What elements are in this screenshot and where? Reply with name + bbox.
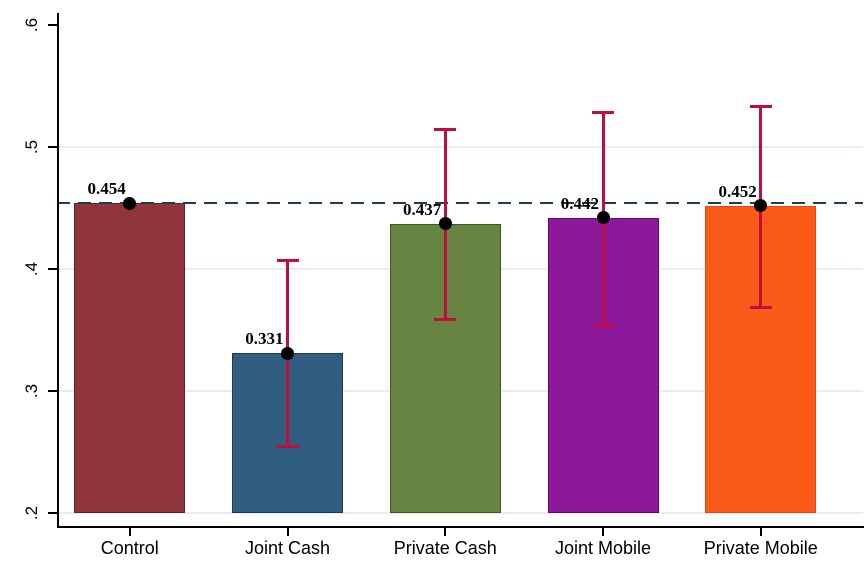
y-tick-0.3 xyxy=(48,390,57,392)
error-bar-private-cash-upper-cap xyxy=(434,127,457,131)
point-marker-private-cash xyxy=(438,217,452,231)
x-tick-label-joint-cash: Joint Cash xyxy=(244,538,331,558)
x-tick-label-control: Control xyxy=(100,538,159,558)
error-bar-joint-cash-upper-cap xyxy=(276,259,299,263)
y-tick-0.5 xyxy=(48,146,57,148)
bar-control xyxy=(74,203,186,513)
x-tick-joint-cash xyxy=(286,528,289,536)
value-label-joint-mobile: 0.442 xyxy=(560,193,599,213)
x-tick-label-private-mobile: Private Mobile xyxy=(703,538,818,558)
y-tick-0.4 xyxy=(48,268,57,270)
x-tick-joint-mobile xyxy=(602,528,604,536)
gridline-0.5 xyxy=(57,146,863,148)
y-tick-label-0.5: .5 xyxy=(22,139,41,155)
error-bar-joint-cash-lower-cap xyxy=(276,445,299,449)
reference-line xyxy=(57,202,863,205)
x-tick-label-joint-mobile: Joint Mobile xyxy=(554,538,652,558)
error-bar-private-mobile-upper-cap xyxy=(749,104,772,108)
value-label-private-mobile: 0.452 xyxy=(718,181,757,201)
y-tick-label-0.3: .3 xyxy=(22,383,41,399)
y-tick-label-0.4: .4 xyxy=(22,261,41,277)
point-marker-joint-cash xyxy=(281,346,294,360)
x-tick-private-mobile xyxy=(759,528,762,536)
point-marker-joint-mobile xyxy=(596,211,610,225)
y-tick-label-0.6: .6 xyxy=(22,17,41,33)
y-tick-label-0.2: .2 xyxy=(22,505,41,521)
value-label-private-cash: 0.437 xyxy=(403,199,442,219)
y-axis-line xyxy=(57,13,59,528)
value-label-control: 0.454 xyxy=(87,179,126,199)
x-axis-line xyxy=(57,526,864,528)
error-bar-joint-mobile-lower-cap xyxy=(592,324,614,328)
point-marker-private-mobile xyxy=(754,199,768,213)
x-tick-control xyxy=(128,528,131,536)
y-tick-0.6 xyxy=(48,24,57,26)
error-bar-joint-mobile-upper-cap xyxy=(592,110,614,114)
error-bar-private-cash-lower-cap xyxy=(434,318,457,322)
error-bar-private-mobile-lower-cap xyxy=(749,306,772,310)
gridline-0.2 xyxy=(57,512,863,514)
x-tick-label-private-cash: Private Cash xyxy=(393,538,497,558)
y-tick-0.2 xyxy=(48,512,57,514)
value-label-joint-cash: 0.331 xyxy=(245,329,284,349)
x-tick-private-cash xyxy=(444,528,447,536)
point-marker-control xyxy=(123,196,137,210)
